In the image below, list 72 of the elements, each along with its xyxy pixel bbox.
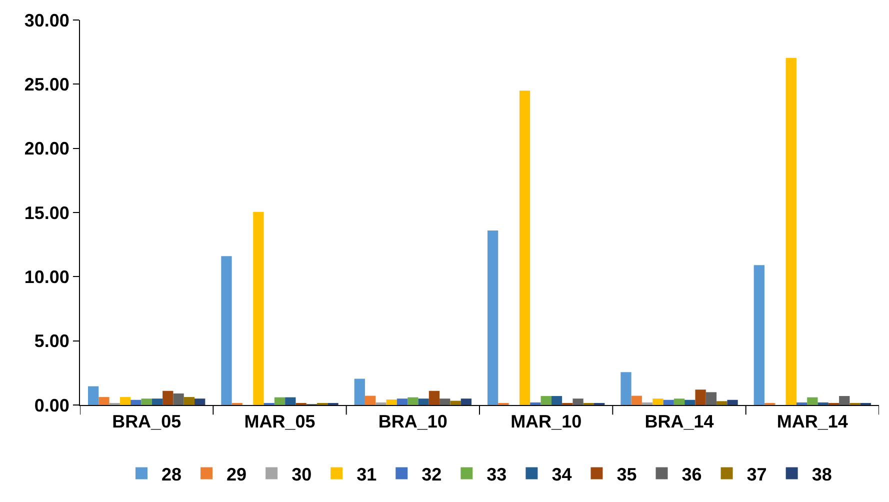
bar [727, 400, 738, 405]
bar [162, 390, 174, 405]
bar [376, 402, 386, 405]
bar [364, 396, 376, 405]
y-tick-label: 0.00 [34, 395, 70, 416]
legend-label: 32 [422, 464, 442, 484]
bar [184, 397, 195, 405]
bar [540, 396, 552, 405]
bar [663, 400, 674, 405]
bar [440, 398, 450, 405]
bar [786, 58, 796, 405]
bar [141, 398, 152, 405]
bar [487, 230, 498, 405]
bar [754, 265, 764, 405]
bar [572, 398, 584, 405]
x-tick-label: BRA_05 [112, 412, 182, 432]
bar [460, 398, 472, 405]
y-tick-label: 20.00 [24, 138, 70, 159]
legend-label: 34 [552, 464, 572, 484]
bar [386, 399, 397, 405]
bar [396, 398, 408, 405]
bar [418, 398, 429, 405]
bar [695, 390, 706, 405]
bar [253, 212, 264, 405]
bar [716, 401, 728, 405]
y-tick-label: 15.00 [24, 202, 70, 223]
legend-label: 35 [616, 464, 637, 484]
x-tick-label: MAR_14 [776, 412, 848, 432]
bar [408, 397, 418, 405]
bar [620, 372, 632, 405]
bar [652, 398, 664, 405]
bar [674, 398, 685, 405]
bar [684, 400, 696, 405]
bar [130, 400, 142, 405]
bar [98, 397, 110, 405]
legend-label: 30 [292, 464, 312, 484]
bar [194, 398, 206, 405]
bar [88, 386, 99, 405]
legend-label: 31 [356, 464, 377, 484]
bar [285, 397, 296, 405]
bar [120, 397, 131, 405]
bar [152, 398, 163, 405]
x-tick-label: MAR_10 [510, 412, 582, 432]
legend-label: 29 [226, 464, 247, 484]
legend-label: 28 [162, 464, 182, 484]
y-tick-label: 25.00 [24, 74, 70, 94]
y-tick-label: 5.00 [34, 331, 70, 352]
bar [706, 392, 717, 405]
bar [354, 378, 365, 405]
x-tick-label: BRA_10 [378, 412, 448, 432]
bar [796, 402, 808, 405]
y-tick-label: 30.00 [24, 10, 70, 30]
legend-label: 36 [682, 464, 702, 484]
bar [428, 390, 440, 405]
legend-label: 37 [746, 464, 767, 484]
bar [173, 393, 184, 405]
bar [818, 402, 828, 405]
legend-label: 38 [812, 464, 832, 484]
bar [839, 396, 850, 405]
x-tick-label: BRA_14 [644, 412, 714, 432]
x-tick-label: MAR_05 [244, 412, 316, 432]
bar [530, 402, 541, 405]
legend-label: 33 [486, 464, 507, 484]
bar [551, 396, 562, 405]
y-tick-label: 10.00 [24, 266, 70, 287]
bar [631, 396, 642, 405]
bar [274, 397, 286, 405]
bar [807, 397, 818, 405]
bar [642, 402, 653, 405]
bar [519, 90, 530, 405]
bar [221, 256, 232, 405]
bar [450, 400, 461, 405]
